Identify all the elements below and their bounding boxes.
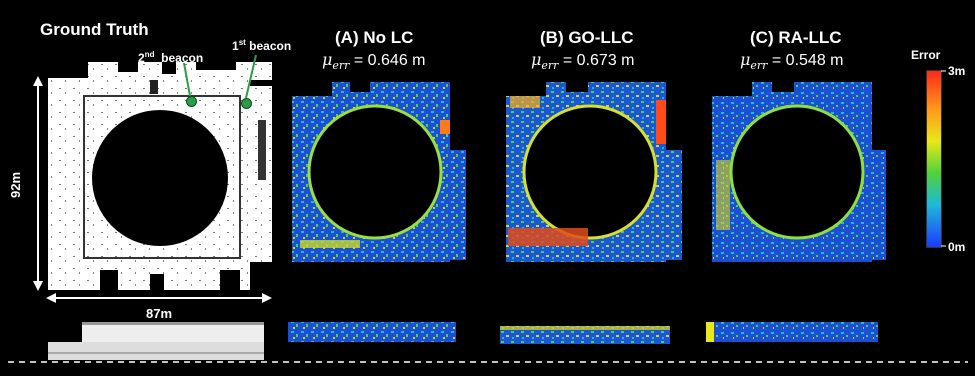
error-map-b	[500, 82, 682, 344]
panel-c-title: (C) RA-LLC	[750, 28, 842, 47]
panel-a-title: (A) No LC	[335, 28, 414, 47]
colorbar-title: Error	[911, 48, 941, 62]
beacon-2-label: 2nd beacon	[138, 50, 204, 65]
error-colorbar	[926, 70, 942, 248]
panel-b-error: μerr = 0.673 m	[531, 50, 635, 73]
beacon-1-marker	[241, 98, 252, 109]
colorbar-max-label: 3m	[948, 64, 966, 78]
error-map-a	[288, 82, 466, 342]
panel-a-error: μerr = 0.646 m	[322, 50, 426, 73]
colorbar-min-label: 0m	[948, 240, 966, 254]
ground-truth-title: Ground Truth	[40, 20, 149, 39]
error-map-c	[706, 82, 886, 342]
panel-c-error: μerr = 0.548 m	[740, 50, 844, 73]
panel-b-title: (B) GO-LLC	[540, 28, 634, 47]
width-label: 87m	[146, 306, 173, 321]
beacon-2-marker	[186, 96, 197, 107]
beacon-1-label: 1st beacon	[232, 38, 292, 53]
